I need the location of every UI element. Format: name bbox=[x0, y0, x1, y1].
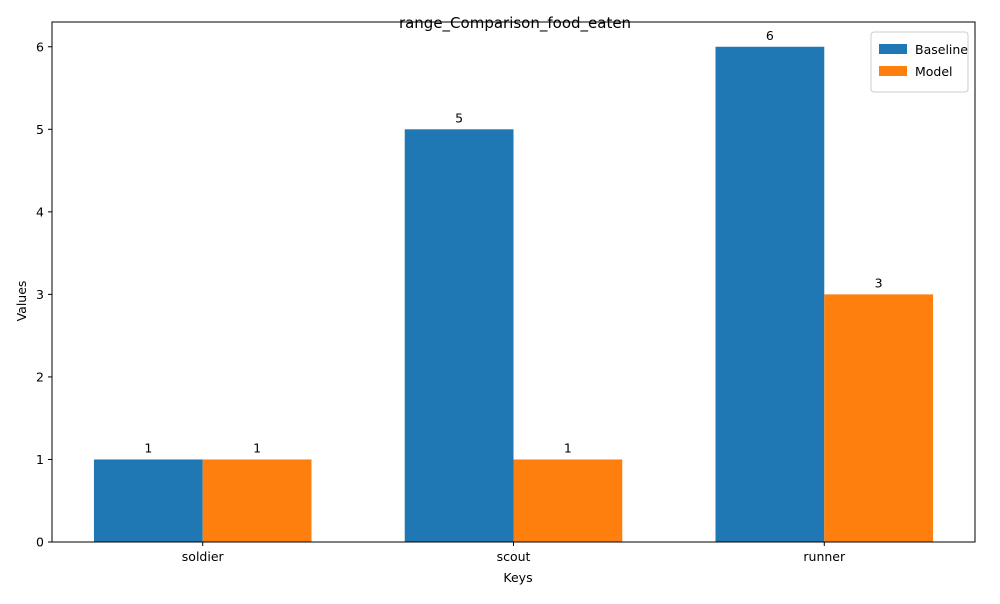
y-tick-label: 1 bbox=[36, 452, 44, 467]
legend-swatch-model bbox=[879, 66, 907, 76]
bar-baseline-runner bbox=[715, 46, 825, 543]
legend-label-baseline: Baseline bbox=[915, 42, 968, 57]
x-tick-label: scout bbox=[497, 549, 531, 564]
x-tick-label: soldier bbox=[182, 549, 225, 564]
bar-model-soldier bbox=[202, 459, 312, 542]
bar-baseline-scout bbox=[404, 129, 514, 543]
chart-title: range_Comparison_food_eaten bbox=[399, 14, 631, 33]
y-tick-label: 6 bbox=[36, 39, 44, 54]
data-label: 1 bbox=[253, 440, 261, 455]
y-tick-label: 0 bbox=[36, 535, 44, 550]
data-label: 3 bbox=[875, 275, 883, 290]
y-tick-label: 3 bbox=[36, 287, 44, 302]
data-label: 5 bbox=[455, 110, 463, 125]
y-axis-label: Values bbox=[14, 281, 29, 322]
y-tick-label: 5 bbox=[36, 122, 44, 137]
x-tick-label: runner bbox=[803, 549, 846, 564]
bar-model-runner bbox=[824, 294, 934, 542]
legend: Baseline Model bbox=[870, 31, 969, 93]
y-tick-label: 4 bbox=[36, 204, 44, 219]
legend-box bbox=[870, 31, 969, 93]
bar-baseline-soldier bbox=[93, 459, 203, 542]
legend-label-model: Model bbox=[915, 64, 953, 79]
y-tick-label: 2 bbox=[36, 369, 44, 384]
data-label: 1 bbox=[564, 440, 572, 455]
legend-swatch-baseline bbox=[879, 44, 907, 54]
data-label: 6 bbox=[766, 28, 774, 43]
plot-area: 1 5 6 1 1 3 0 1 2 3 4 5 6 soldier scout runner bbox=[36, 21, 976, 564]
bar-model-scout bbox=[513, 459, 623, 542]
data-label: 1 bbox=[144, 440, 152, 455]
x-axis-label: Keys bbox=[503, 570, 532, 585]
